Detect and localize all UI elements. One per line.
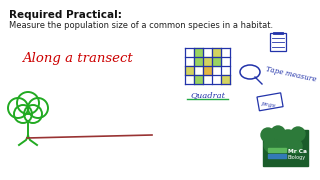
Bar: [221, 75, 230, 84]
Circle shape: [271, 126, 285, 140]
Bar: [194, 75, 203, 84]
Bar: [268, 154, 286, 158]
Bar: [257, 93, 283, 111]
Circle shape: [281, 130, 295, 144]
Circle shape: [264, 138, 278, 152]
Bar: [203, 66, 212, 75]
Bar: [185, 66, 194, 75]
Text: Measure the population size of a common species in a habitat.: Measure the population size of a common …: [9, 21, 273, 30]
Circle shape: [276, 136, 290, 150]
Circle shape: [288, 139, 302, 153]
Bar: [203, 57, 212, 66]
Bar: [263, 130, 308, 166]
Text: Along a transect: Along a transect: [22, 52, 133, 65]
Text: pegs: pegs: [261, 101, 277, 109]
Text: Mr Ca: Mr Ca: [288, 149, 307, 154]
Circle shape: [261, 128, 275, 142]
Text: Biology: Biology: [288, 155, 306, 160]
Text: Tape measure: Tape measure: [265, 65, 317, 83]
Bar: [268, 148, 286, 152]
Bar: [212, 57, 221, 66]
Circle shape: [291, 127, 305, 141]
Bar: [212, 48, 221, 57]
Bar: [194, 48, 203, 57]
Text: Required Practical:: Required Practical:: [9, 10, 122, 20]
Bar: [270, 33, 286, 51]
Bar: [194, 57, 203, 66]
Text: Quadrat: Quadrat: [190, 91, 225, 99]
